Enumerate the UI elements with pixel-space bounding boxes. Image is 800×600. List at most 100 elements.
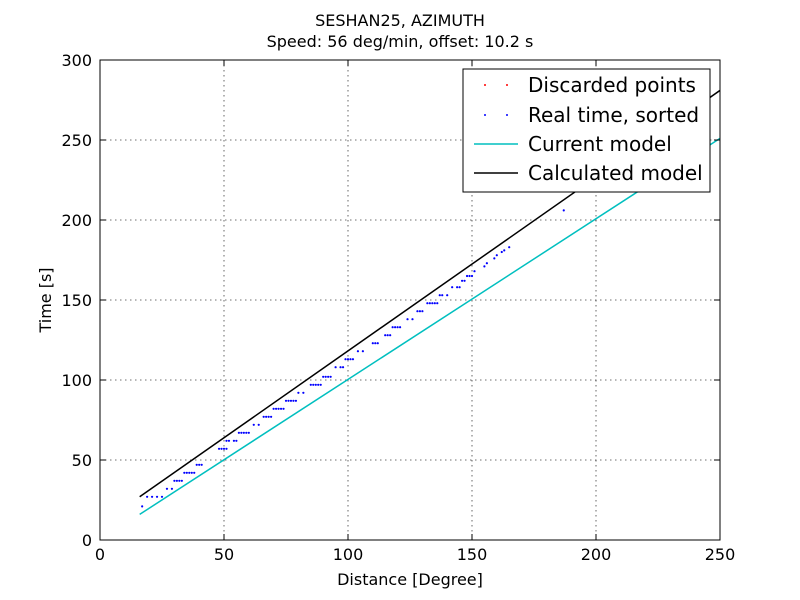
data-point-real-time-sorted <box>200 463 203 466</box>
x-tick-label: 250 <box>705 545 736 564</box>
x-tick-label: 100 <box>333 545 364 564</box>
data-point-real-time-sorted <box>183 471 186 474</box>
data-point-real-time-sorted <box>319 383 322 386</box>
data-point-real-time-sorted <box>267 415 270 418</box>
data-point-real-time-sorted <box>416 310 419 313</box>
data-point-real-time-sorted <box>225 439 228 442</box>
series-line-current-model <box>139 137 720 516</box>
y-tick-label: 50 <box>72 451 92 470</box>
y-tick-label: 250 <box>61 131 92 150</box>
data-point-real-time-sorted <box>458 286 461 289</box>
data-point-real-time-sorted <box>386 334 389 337</box>
data-point-real-time-sorted <box>222 447 226 450</box>
data-point-real-time-sorted <box>465 274 469 278</box>
data-point-real-time-sorted <box>371 342 374 345</box>
data-point-real-time-sorted <box>426 302 429 305</box>
legend-marker-discarded <box>484 84 486 86</box>
data-point-real-time-sorted <box>398 326 402 329</box>
data-point-real-time-sorted <box>473 270 476 273</box>
axis-ticks: 0 50 100 150 200 250 0 50 100 150 200 250 300 <box>61 51 735 564</box>
data-point-real-time-sorted <box>421 310 424 313</box>
data-point-real-time-sorted <box>468 274 471 278</box>
data-point-real-time-sorted <box>341 366 345 369</box>
data-point-real-time-sorted <box>240 431 243 434</box>
data-point-real-time-sorted <box>349 358 352 361</box>
data-point-real-time-sorted <box>485 262 488 265</box>
data-point-real-time-sorted <box>344 358 347 361</box>
data-point-real-time-sorted <box>309 383 312 386</box>
legend-entry-current-model: Current model <box>474 132 672 156</box>
data-point-real-time-sorted <box>503 249 506 252</box>
data-point-real-time-sorted <box>562 209 565 212</box>
legend: Discarded points Real time, sorted Curre… <box>462 68 711 193</box>
data-point-real-time-sorted <box>463 279 466 282</box>
data-point-real-time-sorted <box>193 471 196 474</box>
data-point-real-time-sorted <box>270 415 273 418</box>
data-point-real-time-sorted <box>438 294 441 297</box>
chart-subtitle: Speed: 56 deg/min, offset: 10.2 s <box>267 32 534 51</box>
data-point-real-time-sorted <box>411 318 414 321</box>
data-point-real-time-sorted <box>292 399 295 402</box>
data-point-real-time-sorted <box>279 407 283 410</box>
data-point-real-time-sorted <box>302 391 305 394</box>
data-point-real-time-sorted <box>451 286 454 289</box>
data-point-real-time-sorted <box>361 350 364 353</box>
data-point-real-time-sorted <box>508 246 511 249</box>
data-point-real-time-sorted <box>272 407 275 410</box>
data-point-real-time-sorted <box>235 439 238 442</box>
legend-marker-discarded <box>506 84 508 86</box>
data-point-real-time-sorted <box>322 375 325 378</box>
data-point-real-time-sorted <box>217 447 221 450</box>
data-point-real-time-sorted <box>232 439 236 442</box>
legend-label-calculated-model: Calculated model <box>528 161 703 185</box>
y-axis-label: Time [s] <box>36 267 55 333</box>
data-point-real-time-sorted <box>324 375 327 378</box>
data-point-real-time-sorted <box>433 302 436 305</box>
data-point-real-time-sorted <box>294 399 298 402</box>
legend-marker-real-time <box>484 114 486 116</box>
data-point-real-time-sorted <box>220 447 223 450</box>
data-point-real-time-sorted <box>227 439 231 442</box>
data-point-real-time-sorted <box>170 487 174 490</box>
data-point-real-time-sorted <box>456 286 459 289</box>
y-tick-label: 200 <box>61 211 92 230</box>
data-point-real-time-sorted <box>178 479 181 482</box>
data-point-real-time-sorted <box>460 279 464 282</box>
data-point-real-time-sorted <box>327 375 330 378</box>
data-point-real-time-sorted <box>384 334 387 337</box>
data-point-real-time-sorted <box>175 479 178 482</box>
legend-label-discarded: Discarded points <box>528 73 696 97</box>
data-point-real-time-sorted <box>389 334 392 337</box>
legend-label-current-model: Current model <box>528 132 672 156</box>
data-point-real-time-sorted <box>376 342 379 345</box>
data-point-real-time-sorted <box>195 463 198 466</box>
data-point-real-time-sorted <box>346 358 350 361</box>
data-point-real-time-sorted <box>446 294 449 297</box>
data-point-real-time-sorted <box>428 302 431 305</box>
data-point-real-time-sorted <box>242 431 245 434</box>
x-axis-label: Distance [Degree] <box>337 570 483 589</box>
data-point-real-time-sorted <box>436 302 439 305</box>
legend-label-real-time: Real time, sorted <box>528 103 699 127</box>
y-tick-label: 0 <box>82 531 92 550</box>
data-point-real-time-sorted <box>282 407 285 410</box>
data-point-real-time-sorted <box>394 326 397 329</box>
data-point-real-time-sorted <box>374 342 377 345</box>
data-point-real-time-sorted <box>185 471 188 474</box>
data-point-real-time-sorted <box>274 407 278 410</box>
x-tick-label: 50 <box>214 545 234 564</box>
data-point-real-time-sorted <box>297 391 300 394</box>
y-tick-label: 300 <box>61 51 92 70</box>
data-point-real-time-sorted <box>495 254 498 257</box>
data-point-real-time-sorted <box>351 358 355 361</box>
data-point-real-time-sorted <box>262 415 265 418</box>
x-tick-label: 150 <box>457 545 488 564</box>
data-point-real-time-sorted <box>284 399 288 402</box>
data-point-real-time-sorted <box>247 431 250 434</box>
data-point-real-time-sorted <box>252 423 255 426</box>
data-point-real-time-sorted <box>245 431 248 434</box>
data-point-real-time-sorted <box>329 375 332 378</box>
data-point-real-time-sorted <box>312 383 315 386</box>
data-point-real-time-sorted <box>160 495 164 498</box>
data-point-real-time-sorted <box>155 495 159 498</box>
